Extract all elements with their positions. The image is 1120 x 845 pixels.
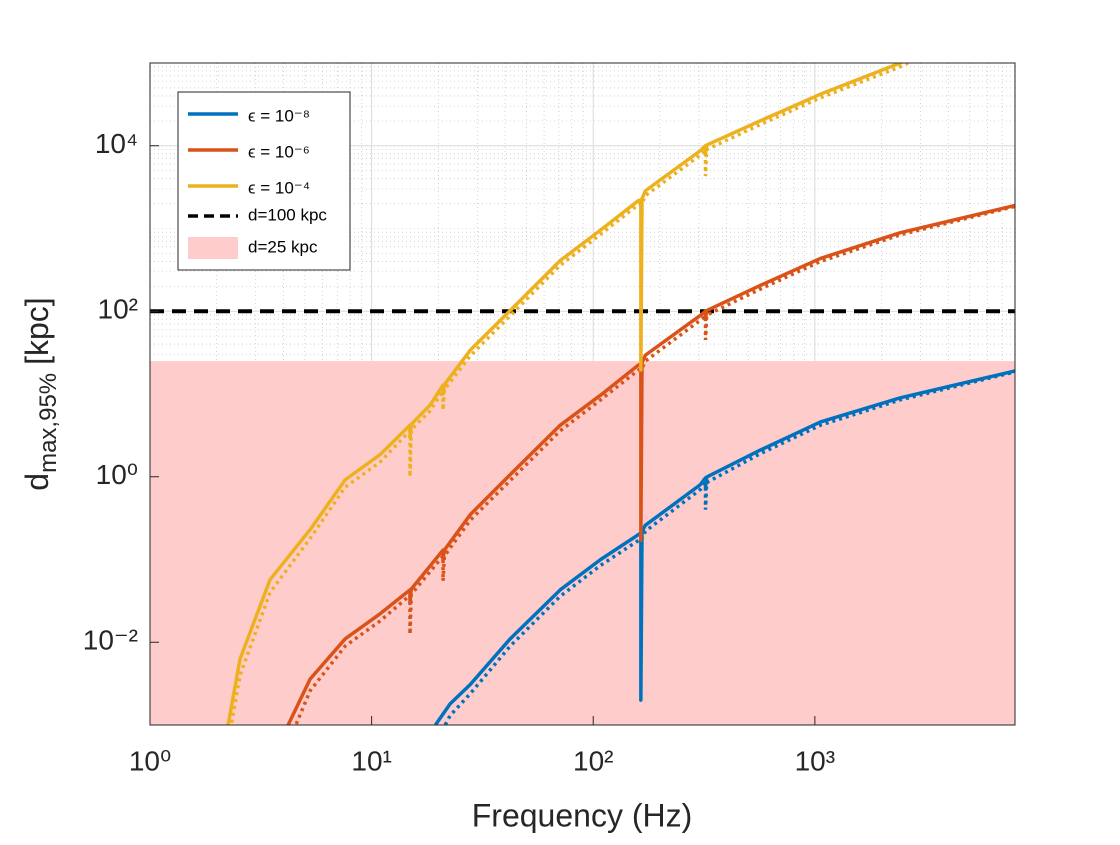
y-label-unit: [kpc]: [19, 297, 55, 365]
y-tick-label: 10⁻²: [83, 625, 138, 656]
series-line-dotted: [229, 63, 912, 725]
x-tick-label: 10³: [795, 745, 835, 776]
x-tick-label: 10⁰: [129, 745, 171, 776]
y-label-subscript: max,95%: [35, 373, 62, 473]
y-axis-label: dmax,95% [kpc]: [19, 297, 62, 490]
y-tick-label: 10²: [98, 294, 138, 325]
y-tick-label: 10⁰: [96, 459, 138, 490]
shaded-region: [150, 361, 1015, 725]
legend: ϵ = 10⁻⁸ ϵ = 10⁻⁶ ϵ = 10⁻⁴ d=100 kpc d=25 kp…: [177, 91, 351, 271]
axes-box: [149, 62, 1016, 726]
y-tick-label: 10⁴: [95, 128, 138, 159]
ticks: 10⁰ 10¹ 10² 10³ 10⁻² 10⁰ 10² 10⁴: [83, 128, 835, 776]
x-tick-label: 10²: [573, 745, 613, 776]
legend-label: ϵ = 10⁻⁸: [248, 106, 310, 125]
x-axis-label: Frequency (Hz): [472, 797, 693, 833]
legend-swatch: [188, 237, 238, 259]
series-line: [226, 63, 905, 725]
legend-label: ϵ = 10⁻⁴: [248, 178, 310, 197]
y-label-main: d: [19, 473, 55, 491]
x-tick-label: 10¹: [351, 745, 391, 776]
legend-label: d=100 kpc: [248, 205, 327, 224]
series-line: [286, 203, 1015, 725]
legend-label: d=25 kpc: [248, 237, 318, 256]
series-line-dotted: [293, 204, 1015, 725]
plot-area: [150, 63, 1015, 725]
legend-label: ϵ = 10⁻⁶: [248, 142, 310, 161]
